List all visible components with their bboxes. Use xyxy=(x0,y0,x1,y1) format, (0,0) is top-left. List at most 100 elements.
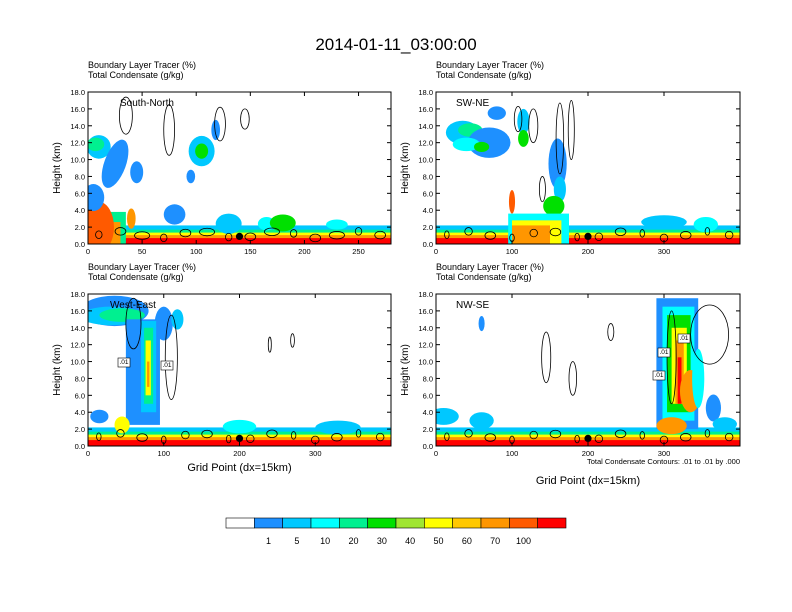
tracer-field xyxy=(88,96,391,244)
colorbar-swatch xyxy=(480,517,510,529)
y-tick-label: 2.0 xyxy=(423,425,433,434)
tracer-blob xyxy=(641,215,687,229)
x-tick-label: 200 xyxy=(582,247,595,256)
panel-tag: NW-SE xyxy=(456,300,489,311)
tracer-blob xyxy=(222,419,257,434)
y-tick-label: 6.0 xyxy=(423,189,433,198)
tracer-band xyxy=(88,238,391,244)
y-tick-label: 12.0 xyxy=(418,341,433,350)
x-tick-label: 100 xyxy=(157,449,170,458)
condensate-contour xyxy=(568,361,577,396)
x-tick-label: 0 xyxy=(86,449,90,458)
condensate-contour xyxy=(225,232,233,242)
condensate-contour xyxy=(444,230,450,239)
condensate-contour xyxy=(528,108,539,144)
tracer-blob xyxy=(99,308,145,322)
tracer-blob xyxy=(705,394,722,422)
tracer-blob xyxy=(195,143,209,159)
tracer-blob xyxy=(126,208,136,229)
condensate-contour xyxy=(541,331,552,384)
contour-label-box xyxy=(117,357,131,368)
y-tick-label: 8.0 xyxy=(423,172,433,181)
location-marker xyxy=(235,232,244,240)
condensate-contour xyxy=(614,227,627,237)
tracer-blob xyxy=(553,176,566,202)
x-tick-label: 300 xyxy=(658,247,671,256)
condensate-contour xyxy=(331,433,343,442)
contour-note: Total Condensate Contours: .01 to .01 by… xyxy=(587,457,740,466)
panel-nw-se: Boundary Layer Tracer (%)Total Condensat… xyxy=(400,262,741,487)
condensate-contour xyxy=(374,230,386,240)
y-tick-label: 16.0 xyxy=(70,307,85,316)
colorbar-swatch xyxy=(424,517,453,529)
colorbar-swatch xyxy=(537,517,567,529)
colorbar-swatch xyxy=(339,517,368,529)
panel-subtitle: Total Condensate (g/kg) xyxy=(436,272,532,282)
colorbar-label: 20 xyxy=(348,536,358,546)
condensate-contour xyxy=(529,430,538,440)
tracer-blob xyxy=(508,189,516,214)
colorbar-swatch xyxy=(225,517,255,529)
tracer-blob xyxy=(88,201,114,244)
x-tick-label: 50 xyxy=(138,247,146,256)
y-tick-label: 8.0 xyxy=(75,374,85,383)
panel-subtitle: Boundary Layer Tracer (%) xyxy=(436,60,544,70)
panel-tag: SW-NE xyxy=(456,98,489,109)
y-tick-label: 6.0 xyxy=(75,391,85,400)
condensate-contours xyxy=(444,100,734,243)
y-tick-label: 0.0 xyxy=(423,442,433,451)
condensate-contour xyxy=(118,96,133,135)
colorbar-swatch xyxy=(282,517,312,529)
y-tick-label: 18.0 xyxy=(70,290,85,299)
condensate-contour xyxy=(95,230,103,239)
y-tick-label: 10.0 xyxy=(418,156,433,165)
condensate-contours xyxy=(444,304,734,445)
tracer-blob xyxy=(130,161,144,184)
condensate-contours xyxy=(95,96,386,243)
tracer-blob xyxy=(163,204,186,225)
y-tick-label: 0.0 xyxy=(423,240,433,249)
x-axis-label: Grid Point (dx=15km) xyxy=(187,462,291,474)
location-marker xyxy=(584,434,592,442)
condensate-contour xyxy=(226,434,232,444)
condensate-contour xyxy=(549,227,562,237)
tracer-blob xyxy=(114,416,130,434)
panel-south-north: Boundary Layer Tracer (%)Total Condensat… xyxy=(52,60,392,256)
condensate-contour xyxy=(125,297,142,350)
contour-label-box xyxy=(160,360,174,371)
y-tick-label: 18.0 xyxy=(418,290,433,299)
tracer-blob xyxy=(269,214,296,232)
x-tick-label: 250 xyxy=(352,247,365,256)
colorbar-swatch xyxy=(395,517,425,529)
condensate-contour xyxy=(267,336,272,353)
plot-frame xyxy=(87,91,392,245)
condensate-contour xyxy=(594,434,604,443)
condensate-contour xyxy=(513,105,523,133)
tracer-band xyxy=(512,225,550,244)
panel-subtitle: Boundary Layer Tracer (%) xyxy=(436,262,544,272)
condensate-contour xyxy=(355,429,362,438)
panel-subtitle: Boundary Layer Tracer (%) xyxy=(88,262,196,272)
tracer-blob xyxy=(326,219,348,230)
x-tick-label: 150 xyxy=(244,247,257,256)
condensate-contour xyxy=(354,227,363,236)
condensate-contour xyxy=(164,314,178,400)
x-tick-label: 100 xyxy=(506,247,519,256)
tracer-blob xyxy=(436,408,459,425)
tracer-blob xyxy=(452,137,481,152)
condensate-contour xyxy=(484,231,497,240)
tracer-band xyxy=(147,361,150,387)
tracer-blob xyxy=(692,348,705,409)
y-tick-label: 12.0 xyxy=(70,341,85,350)
contour-label: .01 xyxy=(679,335,688,342)
y-tick-label: 8.0 xyxy=(423,374,433,383)
tracer-blob xyxy=(101,139,129,188)
x-tick-label: 200 xyxy=(298,247,311,256)
y-tick-label: 16.0 xyxy=(70,105,85,114)
colorbar-label: 10 xyxy=(320,536,330,546)
condensate-contour xyxy=(266,429,278,439)
condensate-contour xyxy=(136,433,148,442)
x-tick-label: 100 xyxy=(506,449,519,458)
condensate-contour xyxy=(724,230,734,240)
